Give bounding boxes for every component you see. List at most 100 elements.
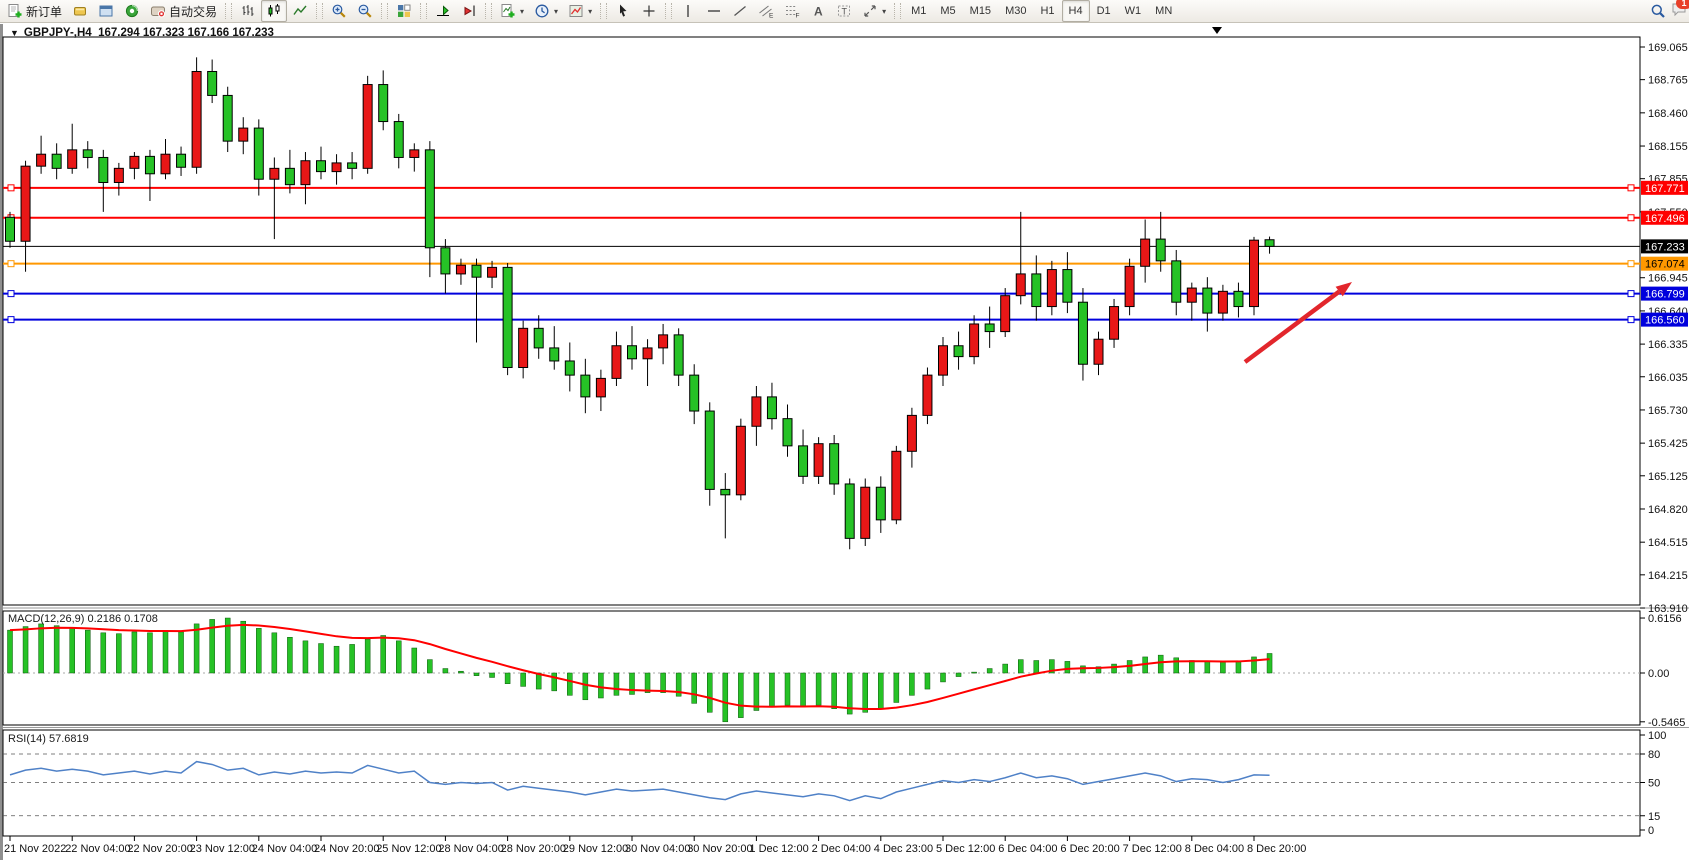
- macd-histogram-bar: [567, 672, 573, 696]
- candle: [331, 162, 342, 173]
- hline-handle[interactable]: [7, 290, 15, 298]
- new-chart-icon: [501, 4, 515, 18]
- chat-button[interactable]: 1: [1671, 0, 1689, 22]
- text-label-button[interactable]: T: [831, 0, 857, 22]
- hline-handle[interactable]: [7, 316, 15, 324]
- periodicity-button[interactable]: ▾: [529, 0, 563, 22]
- rsi-axis-label: 100: [1648, 730, 1666, 742]
- candle: [1217, 290, 1228, 314]
- fibonacci-button[interactable]: F: [779, 0, 805, 22]
- candle: [347, 162, 358, 169]
- auto-scroll-button[interactable]: [430, 0, 456, 22]
- candle: [704, 410, 715, 490]
- market-watch-button[interactable]: [67, 0, 93, 22]
- zoom-out-button[interactable]: [352, 0, 378, 22]
- candle: [471, 264, 482, 278]
- hline-handle[interactable]: [1627, 290, 1635, 298]
- trend-arrow-head[interactable]: [1335, 282, 1352, 297]
- candle: [751, 396, 762, 427]
- hline-handle[interactable]: [1627, 260, 1635, 268]
- vertical-line-button[interactable]: [675, 0, 701, 22]
- candle: [844, 483, 855, 539]
- time-axis-label: 4 Dec 23:00: [874, 843, 933, 855]
- dropdown-caret-icon[interactable]: ▾: [588, 6, 593, 16]
- timeframe-button-m30[interactable]: M30: [1005, 5, 1027, 17]
- channel-button[interactable]: E: [753, 0, 779, 22]
- candle: [5, 216, 15, 242]
- time-axis-label: 8 Dec 04:00: [1185, 843, 1244, 855]
- zoom-in-button[interactable]: [326, 0, 352, 22]
- macd-histogram-bar: [738, 672, 744, 718]
- cursor-icon: [620, 4, 627, 17]
- candle: [67, 149, 78, 169]
- candle: [953, 345, 964, 358]
- template-button[interactable]: ▾: [563, 0, 597, 22]
- hline-handle[interactable]: [1627, 316, 1635, 324]
- toolbar-separator: [381, 3, 389, 19]
- dropdown-caret-icon[interactable]: ▾: [882, 6, 887, 16]
- hline-handle[interactable]: [1627, 214, 1635, 222]
- macd-histogram-bar: [986, 668, 993, 674]
- macd-histogram-bar: [504, 672, 511, 684]
- new-chart-button[interactable]: ▾: [495, 0, 529, 22]
- hline-handle[interactable]: [7, 184, 15, 192]
- arrows-button[interactable]: ▾: [857, 0, 891, 22]
- macd-histogram-bar: [116, 633, 122, 674]
- hline-handle[interactable]: [7, 260, 15, 268]
- timeframe-button-d1[interactable]: D1: [1096, 5, 1111, 17]
- timeframe-button-h1[interactable]: H1: [1040, 5, 1055, 17]
- candle: [1124, 265, 1135, 308]
- search-button[interactable]: [1645, 0, 1671, 22]
- time-axis-label: 30 Nov 04:00: [625, 843, 690, 855]
- horizontal-line-button[interactable]: [701, 0, 727, 22]
- macd-histogram-bar: [831, 672, 837, 709]
- timeframe-button-mn[interactable]: MN: [1155, 5, 1173, 17]
- price-axis-label: 164.215: [1648, 570, 1688, 582]
- candle: [627, 345, 637, 360]
- timeframe-button-m15[interactable]: M15: [969, 5, 992, 17]
- timeframe-button-h4[interactable]: H4: [1061, 0, 1090, 22]
- navigator-button[interactable]: [93, 0, 119, 22]
- timeframe-button-m1[interactable]: M1: [911, 5, 927, 17]
- terminal-button[interactable]: [119, 0, 145, 22]
- trendline-button[interactable]: [727, 0, 753, 22]
- new-order-button[interactable]: 新订单: [2, 0, 67, 22]
- candle: [1031, 273, 1042, 308]
- candlestick-button[interactable]: [261, 0, 288, 22]
- svg-text:T: T: [842, 7, 848, 17]
- line-chart-button[interactable]: [287, 0, 313, 22]
- macd-histogram-bar: [224, 617, 231, 674]
- dropdown-caret-icon[interactable]: ▾: [520, 6, 525, 16]
- chart-shift-marker[interactable]: [1212, 27, 1222, 34]
- quick-trade-collapse-icon[interactable]: ▼: [10, 28, 19, 38]
- text-button[interactable]: A: [805, 0, 831, 22]
- chart-ohlc-values: 167.294 167.323 167.166 167.233: [98, 27, 274, 39]
- candle: [1062, 269, 1073, 303]
- toolbar-separator: [225, 3, 233, 19]
- time-axis-label: 25 Nov 12:00: [376, 843, 441, 855]
- macd-histogram-bar: [131, 631, 138, 674]
- cursor-button[interactable]: [610, 0, 636, 22]
- autotrade-button[interactable]: 自动交易: [145, 0, 222, 22]
- timeframe-button-w1[interactable]: W1: [1124, 5, 1142, 17]
- chart-symbol-period: GBPJPY-,H4: [23, 27, 92, 39]
- crosshair-button[interactable]: [636, 0, 662, 22]
- tile-windows-button[interactable]: [391, 0, 417, 22]
- candle: [253, 127, 264, 180]
- timeframe-button-m5[interactable]: M5: [940, 5, 956, 17]
- macd-histogram-bar: [707, 672, 713, 713]
- macd-histogram-bar: [1173, 657, 1179, 674]
- time-axis-label: 24 Nov 20:00: [314, 843, 379, 855]
- chart-shift-button[interactable]: [456, 0, 482, 22]
- time-axis-label: 8 Dec 20:00: [1247, 843, 1306, 855]
- candle: [238, 127, 249, 142]
- price-axis-label: 168.155: [1648, 141, 1688, 153]
- hline-handle[interactable]: [1627, 184, 1635, 192]
- bar-chart-button[interactable]: [235, 0, 261, 22]
- trend-arrow-shaft[interactable]: [1243, 289, 1341, 364]
- dropdown-caret-icon[interactable]: ▾: [554, 6, 559, 16]
- macd-histogram-bar: [22, 626, 29, 674]
- macd-histogram-bar: [800, 672, 806, 708]
- current-price-chip: [1641, 239, 1688, 254]
- candle: [969, 323, 980, 358]
